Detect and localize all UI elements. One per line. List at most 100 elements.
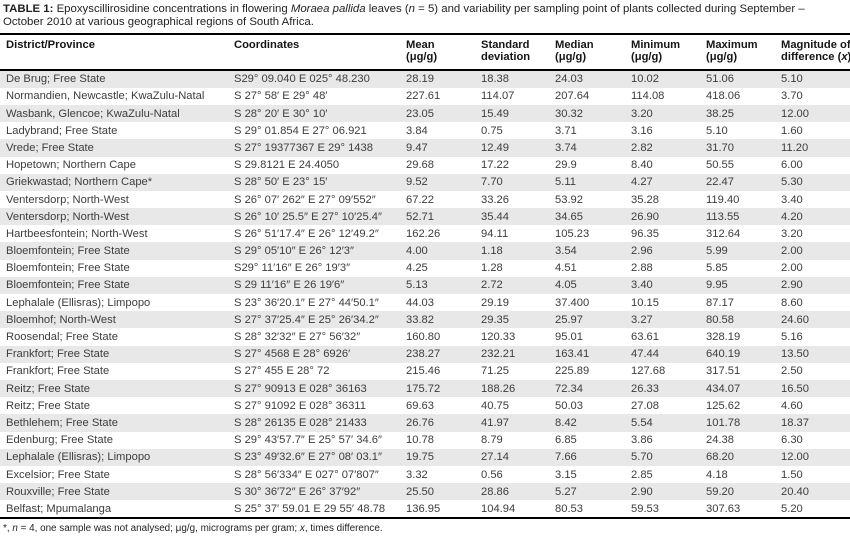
cell-minimum: 26.90 [631,210,659,223]
cell-mean: 26.76 [406,416,434,429]
cell-minimum: 26.33 [631,382,659,395]
cell-magnitude-of-difference: 2.00 [781,245,803,258]
header-unit: (μg/g) [631,51,663,64]
cell-coordinates: S 23° 36′20.1″ E 27° 44′50.1″ [234,296,379,309]
table-row: Wasbank, Glencoe; KwaZulu-Natal S 28° 20… [0,104,850,123]
cell-median: 5.27 [555,485,577,498]
cell-district-province: Hartbeesfontein; North-West [6,227,148,240]
cell-maximum: 307.63 [706,502,741,515]
cell-mean: 23.05 [406,107,434,120]
cell-coordinates: S29° 11′16″ E 26° 19′3″ [234,262,351,275]
cell-magnitude-of-difference: 11.20 [781,141,809,154]
cell-magnitude-of-difference: 24.60 [781,313,809,326]
cell-district-province: Frankfort; Free State [6,348,110,361]
footnote-text-3: , times difference. [304,523,383,535]
cell-mean: 162.26 [406,227,441,240]
cell-maximum: 87.17 [706,296,734,309]
cell-standard-deviation: 104.94 [481,502,516,515]
cell-magnitude-of-difference: 13.50 [781,348,809,361]
table-row: Edenburg; Free State S 29° 43′57.7″ E 25… [0,432,850,449]
table-row: Rouxville; Free State S 30° 36′72″ E 26°… [0,483,850,501]
table-row: Normandien, Newcastle; KwaZulu-Natal S 2… [0,88,850,105]
cell-maximum: 328.19 [706,331,741,343]
header-row: District/Province Coordinates Mean (μg/g)… [0,33,850,70]
cell-minimum: 4.27 [631,176,653,189]
cell-district-province: Hopetown; Northern Cape [6,159,136,172]
header-unit: deviation [481,51,531,64]
cell-mean: 227.61 [406,90,441,103]
cell-median: 105.23 [555,227,590,240]
cell-median: 3.71 [555,124,577,137]
header-x-variable: x [841,51,848,64]
cell-maximum: 640.19 [706,348,741,361]
table-caption: TABLE 1: Epoxyscillirosidine concentrati… [0,0,850,32]
table-row: Ventersdorp; North-West S 26° 10′ 25.5″ … [0,208,850,226]
cell-mean: 175.72 [406,382,441,395]
cell-maximum: 24.38 [706,434,734,447]
cell-median: 3.74 [555,141,577,154]
cell-minimum: 47.44 [631,348,659,361]
header-label: Mean [406,38,435,51]
cell-median: 34.65 [555,210,583,223]
cell-coordinates: S 28° 32′32″ E 27° 56′32″ [234,331,361,343]
cell-minimum: 3.20 [631,107,653,120]
cell-median: 80.53 [555,502,583,515]
col-header-minimum: Minimum (μg/g) [627,34,702,70]
cell-standard-deviation: 188.26 [481,382,516,395]
cell-maximum: 31.70 [706,141,734,154]
cell-maximum: 59.20 [706,485,734,498]
cell-mean: 160.80 [406,331,441,343]
col-header-median: Median (μg/g) [551,34,627,70]
cell-minimum: 2.90 [631,485,653,498]
table-row: Reitz; Free State S 27° 91092 E 028° 363… [0,397,850,414]
cell-standard-deviation: 8.79 [481,434,503,447]
cell-district-province: Griekwastad; Northern Cape* [6,176,153,189]
header-label: Maximum [706,38,758,51]
header-unit: difference (x) [781,51,850,64]
cell-standard-deviation: 17.22 [481,159,509,172]
cell-magnitude-of-difference: 4.60 [781,399,803,412]
cell-magnitude-of-difference: 5.30 [781,176,803,189]
cell-minimum: 35.28 [631,193,659,206]
cell-standard-deviation: 41.97 [481,416,509,429]
cell-standard-deviation: 71.25 [481,365,509,378]
cell-maximum: 101.78 [706,416,741,429]
cell-coordinates: S 29° 01.854 E 27° 06.921 [234,124,367,137]
cell-minimum: 2.82 [631,141,653,154]
cell-magnitude-of-difference: 16.50 [781,382,809,395]
table-row: Hopetown; Northern Cape S 29.8121 E 24.4… [0,157,850,174]
header-label: Magnitude of [781,38,850,51]
cell-median: 4.51 [555,262,577,275]
cell-maximum: 4.18 [706,468,728,481]
cell-median: 3.15 [555,468,577,481]
cell-district-province: Excelsior; Free State [6,468,110,481]
cell-district-province: Normandien, Newcastle; KwaZulu-Natal [6,90,205,103]
cell-coordinates: S 29.8121 E 24.4050 [234,159,340,172]
cell-median: 3.54 [555,245,577,258]
cell-minimum: 3.27 [631,313,653,326]
cell-coordinates: S 29° 05′10″ E 26° 12′3″ [234,245,354,258]
cell-district-province: Reitz; Free State [6,399,90,412]
cell-standard-deviation: 29.35 [481,313,509,326]
cell-median: 163.41 [555,348,590,361]
cell-minimum: 10.15 [631,296,659,309]
cell-mean: 5.13 [406,279,428,292]
cell-magnitude-of-difference: 6.30 [781,434,803,447]
cell-minimum: 2.85 [631,468,653,481]
table-row: Ventersdorp; North-West S 26° 07′ 262″ E… [0,191,850,208]
cell-coordinates: S 30° 36′72″ E 26° 37′92″ [234,485,361,498]
cell-median: 7.66 [555,451,577,464]
cell-magnitude-of-difference: 2.90 [781,279,803,292]
table-body: De Brug; Free State S29° 09.040 E 025° 4… [0,69,850,519]
cell-mean: 136.95 [406,502,441,515]
cell-maximum: 113.55 [706,210,740,223]
cell-standard-deviation: 94.11 [481,227,509,240]
cell-district-province: Edenburg; Free State [6,434,113,447]
cell-coordinates: S 27° 455 E 28° 72 [234,365,330,378]
cell-coordinates: S 27° 58′ E 29° 48′ [234,90,328,103]
cell-magnitude-of-difference: 12.00 [781,451,809,464]
cell-minimum: 3.86 [631,434,653,447]
cell-median: 30.32 [555,107,583,120]
header-label: Standard [481,38,530,51]
cell-coordinates: S 28° 26135 E 028° 21433 [234,416,367,429]
